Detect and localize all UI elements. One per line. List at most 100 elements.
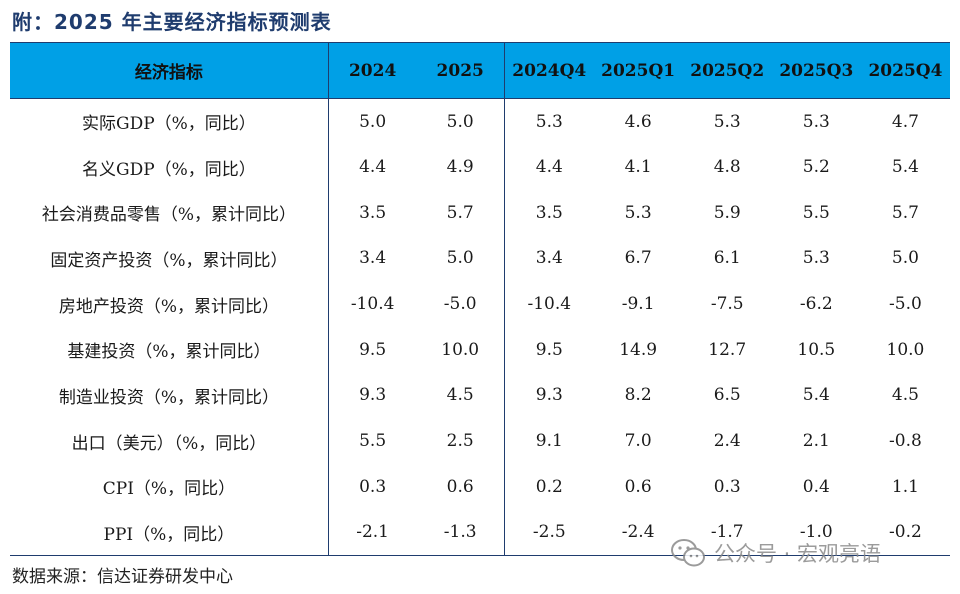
row-label: 名义GDP（%，同比）: [10, 144, 329, 190]
table-cell: 5.5: [802, 202, 830, 223]
table-cell: 8.2: [624, 385, 652, 406]
table-cell: 2.4: [713, 431, 741, 452]
table-cell: -1.3: [416, 509, 505, 556]
table-cell: 2.5: [416, 418, 505, 464]
row-label: 房地产投资（%，累计同比）: [10, 281, 329, 327]
table-cell: 6.7: [624, 248, 652, 269]
table-cell: 10.0: [416, 326, 505, 373]
table-row: 固定资产投资（%，累计同比） 3.4 5.0 3.4 6.7 6.1 5.3 5.0: [10, 235, 950, 282]
table-cell: 5.3: [802, 248, 830, 269]
table-cell: 4.7: [891, 111, 919, 132]
table-row: PPI（%，同比） -2.1 -1.3 -2.5 -2.4 -1.7 -1.0 -0.2: [10, 509, 950, 556]
table-row: CPI（%，同比） 0.3 0.6 0.2 0.6 0.3 0.4 1.1: [10, 464, 950, 510]
table-cell: -0.8: [889, 431, 922, 452]
table-cell: 0.3: [359, 476, 387, 497]
table-cell: -10.4: [350, 294, 395, 315]
column-header-2025q3: 2025Q3: [771, 42, 861, 99]
wechat-icon: [671, 539, 705, 567]
table-cell: -2.4: [593, 509, 683, 556]
row-label: 社会消费品零售（%，累计同比）: [10, 189, 329, 236]
table-cell: 5.3: [624, 202, 652, 223]
table-cell: -5.0: [889, 294, 922, 315]
column-header-2025q4: 2025Q4: [860, 42, 950, 99]
table-cell: 9.5: [535, 339, 563, 360]
table-cell: 4.5: [416, 372, 505, 419]
forecast-table: 经济指标 2024 2025 2024Q4 2025Q1 2025Q2 2025Q3 2025…: [10, 42, 950, 556]
table-cell: 9.3: [535, 385, 563, 406]
row-label: PPI（%，同比）: [10, 509, 329, 556]
table-cell: 4.9: [416, 144, 505, 190]
table-cell: 4.6: [624, 111, 652, 132]
table-cell: 5.5: [359, 431, 387, 452]
row-label: 出口（美元）（%，同比）: [10, 418, 329, 464]
table-cell: 5.4: [802, 385, 830, 406]
table-cell: 5.3: [802, 111, 830, 132]
table-cell: 0.6: [624, 476, 652, 497]
row-label: 实际GDP（%，同比）: [10, 98, 329, 145]
table-cell: -9.1: [621, 294, 655, 315]
table-cell: 5.3: [535, 111, 563, 132]
table-cell: -2.5: [504, 509, 594, 556]
table-cell: 0.3: [713, 476, 741, 497]
table-cell: 9.3: [359, 385, 387, 406]
table-cell: 10.0: [886, 339, 925, 360]
table-row: 社会消费品零售（%，累计同比） 3.5 5.7 3.5 5.3 5.9 5.5 5.7: [10, 189, 950, 236]
table-cell: -2.1: [328, 509, 417, 556]
table-cell: 4.5: [891, 385, 919, 406]
table-row: 基建投资（%，累计同比） 9.5 10.0 9.5 14.9 12.7 10.5 10.0: [10, 326, 950, 373]
table-cell: -7.5: [710, 294, 744, 315]
table-row: 房地产投资（%，累计同比） -10.4 -5.0 -10.4 -9.1 -7.5 -6.2 -…: [10, 281, 950, 327]
row-label: 固定资产投资（%，累计同比）: [10, 235, 329, 282]
table-cell: 5.7: [416, 189, 505, 236]
table-cell: 5.2: [802, 157, 830, 178]
table-body: 实际GDP（%，同比） 5.0 5.0 5.3 4.6 5.3 5.3 4.7 名义GDP（%，…: [10, 98, 950, 556]
table-cell: 5.9: [713, 202, 741, 223]
table-row: 出口（美元）（%，同比） 5.5 2.5 9.1 7.0 2.4 2.1 -0.8: [10, 418, 950, 464]
table-cell: 5.0: [416, 235, 505, 282]
table-cell: 4.4: [535, 157, 563, 178]
table-cell: 10.5: [797, 339, 836, 360]
row-label: CPI（%，同比）: [10, 464, 329, 510]
table-cell: 3.5: [359, 202, 387, 223]
table-cell: 5.0: [359, 111, 387, 132]
watermark-text: 公众号 · 宏观亮语: [714, 542, 882, 566]
table-cell: 6.1: [713, 248, 741, 269]
watermark: 公众号 · 宏观亮语: [670, 538, 881, 568]
table-cell: -5.0: [416, 281, 505, 327]
table-cell: 5.7: [891, 202, 919, 223]
table-header-row: 经济指标 2024 2025 2024Q4 2025Q1 2025Q2 2025Q3 2025…: [10, 42, 950, 99]
table-cell: 4.1: [624, 157, 652, 178]
table-cell: 9.1: [535, 431, 563, 452]
table-cell: 0.6: [416, 464, 505, 510]
table-cell: 3.4: [359, 248, 387, 269]
table-cell: 0.4: [802, 476, 830, 497]
column-header-2025q2: 2025Q2: [682, 42, 772, 99]
table-cell: -1.0: [771, 509, 861, 556]
table-cell: 0.2: [535, 476, 563, 497]
table-cell: 1.1: [891, 476, 919, 497]
table-cell: 4.4: [359, 157, 387, 178]
row-label: 制造业投资（%，累计同比）: [10, 372, 329, 419]
column-header-indicator: 经济指标: [10, 42, 329, 99]
table-cell: 14.9: [619, 339, 658, 360]
table-cell: 3.5: [535, 202, 563, 223]
page-title: 附：2025 年主要经济指标预测表: [12, 10, 332, 34]
column-header-2024: 2024: [328, 42, 417, 99]
table-cell: 5.3: [713, 111, 741, 132]
table-row: 名义GDP（%，同比） 4.4 4.9 4.4 4.1 4.8 5.2 5.4: [10, 144, 950, 190]
table-cell: -6.2: [799, 294, 833, 315]
table-cell: 5.0: [416, 98, 505, 145]
table-cell: 2.1: [802, 431, 830, 452]
column-header-2025: 2025: [416, 42, 505, 99]
table-cell: 6.5: [713, 385, 741, 406]
table-cell: 3.4: [535, 248, 563, 269]
data-source-note: 数据来源：信达证券研发中心: [12, 567, 233, 587]
table-cell: -10.4: [527, 294, 572, 315]
column-header-2025q1: 2025Q1: [593, 42, 683, 99]
table-row: 实际GDP（%，同比） 5.0 5.0 5.3 4.6 5.3 5.3 4.7: [10, 98, 950, 145]
table-cell: 12.7: [708, 339, 747, 360]
table-cell: 4.8: [713, 157, 741, 178]
table-cell: -0.2: [860, 509, 950, 556]
table-row: 制造业投资（%，累计同比） 9.3 4.5 9.3 8.2 6.5 5.4 4.5: [10, 372, 950, 419]
table-cell: 9.5: [359, 339, 387, 360]
